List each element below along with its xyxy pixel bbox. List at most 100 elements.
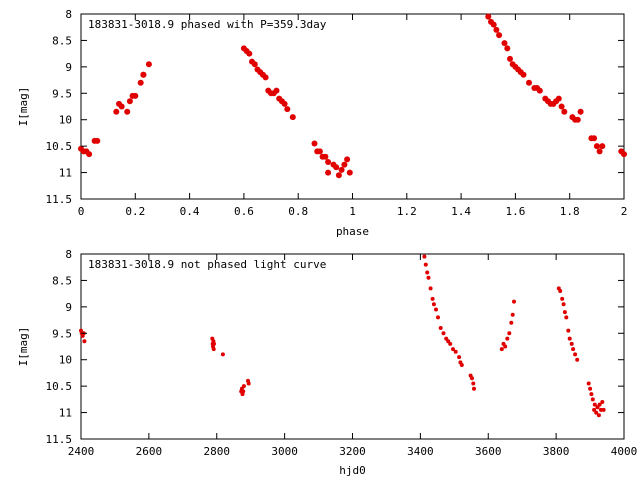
data-point [346, 169, 353, 176]
data-point [118, 103, 125, 110]
x-tick-label: 2800 [204, 445, 231, 458]
x-tick-label: 2 [621, 205, 628, 218]
y-axis-label: I[mag] [17, 87, 30, 127]
data-point [599, 143, 606, 150]
data-point [126, 98, 133, 105]
x-tick-label: 1 [349, 205, 356, 218]
data-point [509, 320, 514, 325]
y-tick-label: 8.5 [52, 34, 72, 47]
data-point [597, 402, 602, 407]
x-tick-label: 3600 [475, 445, 502, 458]
x-tick-label: 0.8 [288, 205, 308, 218]
data-point [561, 302, 566, 307]
data-point [561, 108, 568, 115]
data-point [595, 405, 600, 410]
y-tick-label: 11.5 [46, 433, 73, 446]
data-point [246, 50, 253, 57]
data-point [423, 262, 428, 267]
data-point [555, 95, 562, 102]
data-point [338, 166, 345, 173]
data-point [560, 296, 565, 301]
y-tick-label: 10 [59, 114, 72, 127]
data-point [472, 386, 476, 391]
data-point [251, 61, 258, 68]
data-point [594, 410, 599, 415]
chart-title: 183831-3018.9 phased with P=359.3day [88, 18, 327, 31]
data-point [431, 302, 436, 307]
data-point [577, 108, 584, 115]
y-tick-label: 9.5 [52, 327, 72, 340]
data-point [564, 315, 569, 320]
chart-title: 183831-3018.9 not phased light curve [88, 258, 326, 271]
x-tick-label: 0.2 [125, 205, 145, 218]
data-point [325, 159, 332, 165]
data-point [344, 156, 351, 163]
x-tick-label: 0 [78, 205, 85, 218]
data-point [575, 357, 580, 362]
x-tick-label: 1.4 [451, 205, 471, 218]
y-tick-label: 8.5 [52, 274, 72, 287]
data-point [273, 87, 280, 94]
y-tick-label: 9 [65, 61, 72, 74]
data-point [586, 381, 591, 386]
data-point [124, 108, 131, 115]
data-point [592, 402, 597, 407]
x-tick-label: 1.8 [560, 205, 580, 218]
data-point [536, 87, 543, 94]
data-point [567, 336, 572, 341]
data-point [212, 341, 216, 346]
data-point [316, 148, 323, 155]
data-point [596, 413, 601, 418]
data-point [596, 148, 603, 155]
data-point [436, 315, 440, 320]
data-point [591, 135, 598, 142]
data-point [510, 312, 515, 317]
x-tick-label: 1.2 [397, 205, 417, 218]
data-point [137, 79, 144, 86]
data-points [79, 254, 606, 418]
data-point [485, 13, 492, 20]
x-tick-label: 0.4 [180, 205, 200, 218]
data-point [558, 289, 563, 293]
data-point [566, 328, 571, 333]
data-point [588, 386, 593, 391]
x-tick-label: 3400 [407, 445, 434, 458]
y-tick-label: 11 [59, 167, 72, 180]
x-axis-label: hjd0 [339, 464, 366, 477]
data-point [145, 61, 152, 68]
data-point [496, 32, 503, 39]
data-point [246, 381, 251, 386]
data-point [451, 347, 455, 352]
data-point [504, 45, 511, 52]
y-tick-label: 8 [65, 248, 72, 261]
x-tick-label: 3800 [543, 445, 570, 458]
data-point [569, 341, 574, 346]
data-point [448, 341, 453, 346]
y-tick-label: 8 [65, 8, 72, 21]
data-point [512, 299, 516, 304]
data-point [459, 363, 464, 367]
y-tick-label: 11.5 [46, 193, 73, 206]
x-tick-label: 2400 [68, 445, 95, 458]
data-point [422, 254, 427, 259]
data-point [592, 407, 597, 412]
data-point [82, 339, 87, 344]
data-point [501, 40, 508, 47]
y-tick-label: 10 [59, 354, 72, 367]
x-tick-label: 3000 [271, 445, 298, 458]
data-point [322, 153, 329, 160]
y-tick-label: 10.5 [46, 140, 73, 153]
data-point [589, 392, 594, 397]
data-point [471, 381, 476, 386]
y-axis-label: I[mag] [17, 327, 30, 367]
data-point [94, 137, 101, 144]
data-point [507, 331, 512, 336]
data-point [425, 270, 430, 275]
data-point [284, 106, 291, 113]
x-tick-label: 4000 [611, 445, 638, 458]
data-point [86, 151, 93, 158]
data-point [593, 143, 600, 150]
data-point [262, 74, 269, 81]
data-point [325, 169, 332, 176]
data-point [507, 55, 513, 62]
